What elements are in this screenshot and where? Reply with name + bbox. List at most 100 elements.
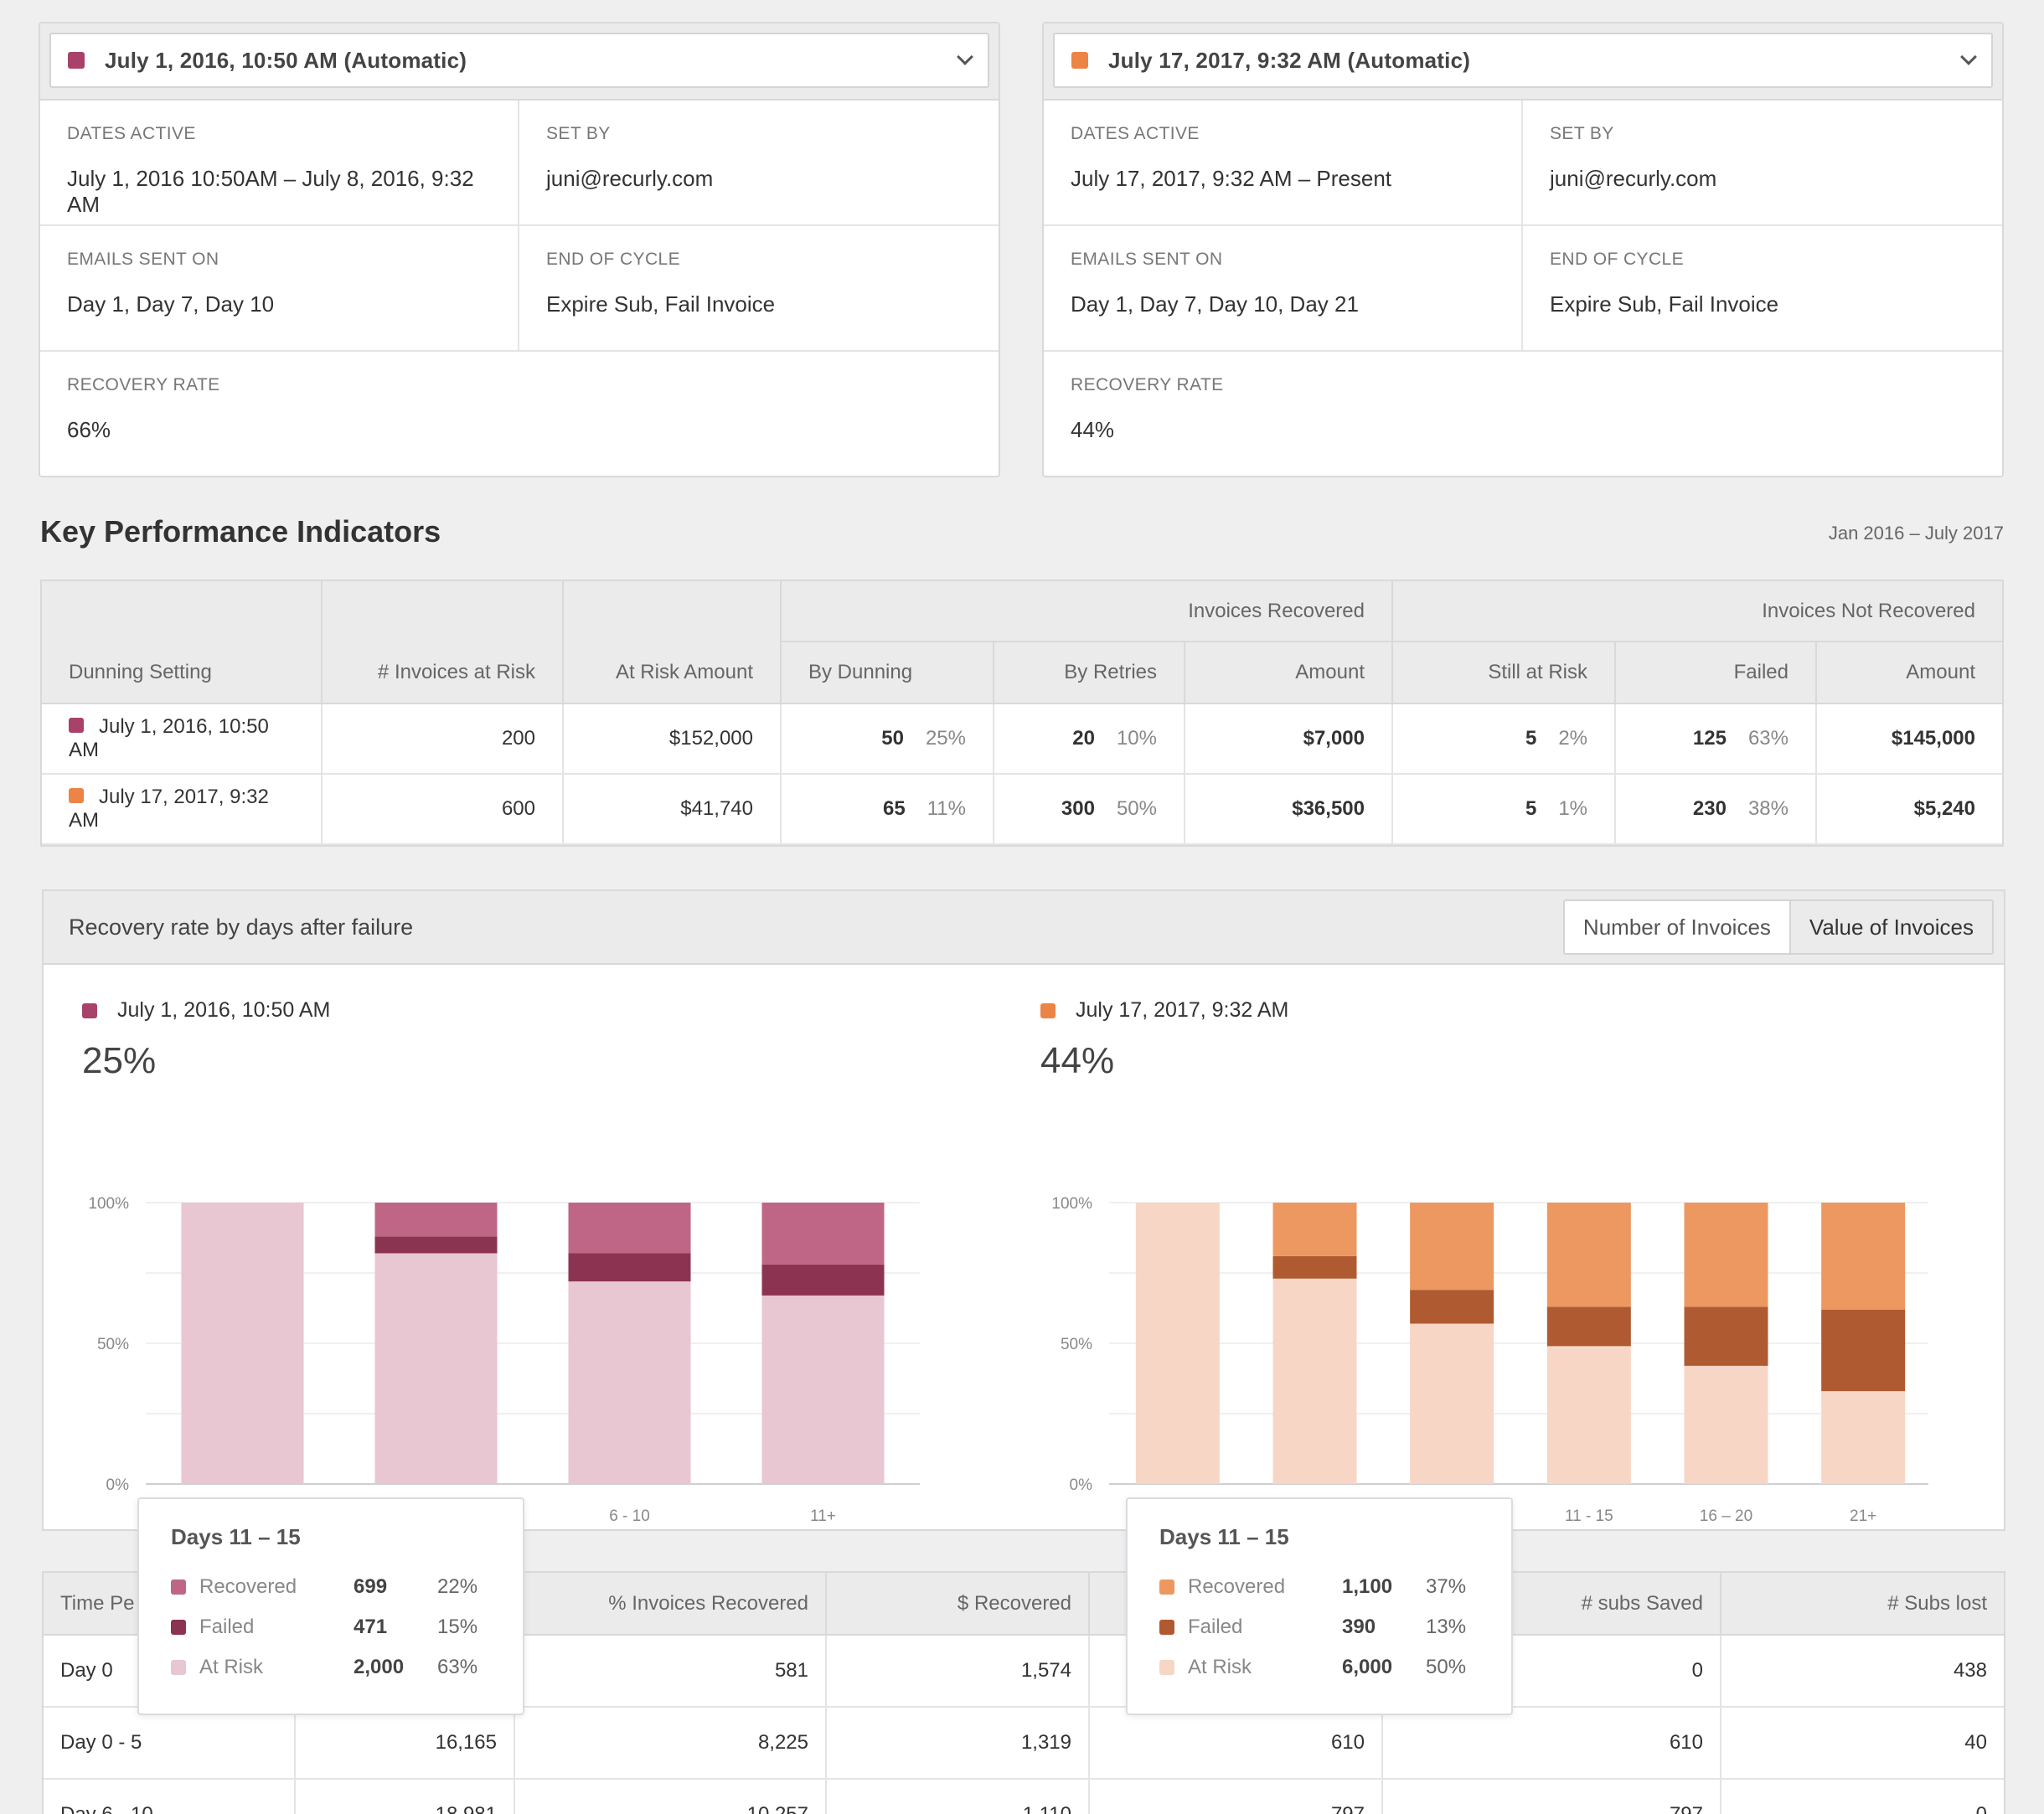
col-failed[interactable]: Failed xyxy=(1614,642,1817,704)
col-dunning-setting[interactable]: Dunning Setting xyxy=(42,581,323,704)
row-name: July 1, 2016, 10:50 AM xyxy=(69,715,269,761)
cell: 797 xyxy=(1381,1778,1721,1814)
by-dunning-pct: 25% xyxy=(925,727,966,750)
bar-segment-failed[interactable] xyxy=(761,1264,885,1296)
bar-segment-recovered[interactable] xyxy=(1684,1203,1768,1307)
bar-segment-at-risk[interactable] xyxy=(568,1281,691,1484)
col-at-risk-amount[interactable]: At Risk Amount xyxy=(562,581,782,704)
table-row[interactable]: July 1, 2016, 10:50 AM 200 $152,000 50 25… xyxy=(42,703,2002,775)
table-row[interactable]: July 17, 2017, 9:32 AM 600 $41,740 65 11%… xyxy=(42,773,2002,845)
col-dollar-recovered[interactable]: $ Recovered xyxy=(825,1573,1090,1636)
bar-segment-at-risk[interactable] xyxy=(1546,1346,1631,1484)
col-subs-lost[interactable]: # Subs lost xyxy=(1720,1573,2004,1636)
chevron-down-icon[interactable] xyxy=(957,49,973,65)
setting-1-title: July 1, 2016, 10:50 AM (Automatic) xyxy=(105,47,467,73)
bar-segment-recovered[interactable] xyxy=(374,1203,498,1237)
tooltip-count: 6,000 xyxy=(1342,1656,1393,1678)
toggle-value-of-invoices[interactable]: Value of Invoices xyxy=(1788,901,1992,953)
bar-segment-failed[interactable] xyxy=(1821,1309,1906,1392)
bar-segment-at-risk[interactable] xyxy=(1135,1203,1220,1484)
failed-count: 230 xyxy=(1692,797,1727,820)
tooltip-row-failed: Failed 471 15% xyxy=(171,1607,491,1647)
setting-1-swatch xyxy=(82,1002,97,1018)
by-dunning-count: 50 xyxy=(881,727,904,750)
y-tick-label: 100% xyxy=(88,1195,129,1213)
bar-segment-at-risk[interactable] xyxy=(761,1295,885,1484)
cell: 610 xyxy=(1381,1706,1721,1780)
tooltip-pct: 50% xyxy=(1426,1656,1467,1678)
row-name: July 17, 2017, 9:32 AM xyxy=(69,786,269,832)
col-not-recovered-amount[interactable]: Amount xyxy=(1815,642,2002,704)
kpi-date-range: Jan 2016 – July 2017 xyxy=(1828,523,2004,544)
by-dunning-pct: 11% xyxy=(927,797,966,820)
set-by-cell: SET BY juni@recurly.com xyxy=(519,100,999,226)
toggle-number-of-invoices[interactable]: Number of Invoices xyxy=(1564,901,1789,953)
bar-segment-failed[interactable] xyxy=(1410,1290,1494,1324)
bar-segment-at-risk[interactable] xyxy=(181,1203,304,1484)
by-dunning-count: 65 xyxy=(883,797,906,820)
chevron-down-icon[interactable] xyxy=(1960,49,1977,65)
bar-segment-at-risk[interactable] xyxy=(374,1253,498,1484)
set-by-cell: SET BY juni@recurly.com xyxy=(1523,100,2002,226)
setting-select-1[interactable]: July 1, 2016, 10:50 AM (Automatic) xyxy=(49,33,989,88)
col-pct-invoices-recovered[interactable]: % Invoices Recovered xyxy=(514,1573,827,1636)
col-still-at-risk[interactable]: Still at Risk xyxy=(1391,642,1616,704)
table-row[interactable]: Day 0 - 5 16,165 8,225 1,319 610 610 40 xyxy=(44,1706,2004,1780)
chart-2-title: July 17, 2017, 9:32 AM xyxy=(1076,998,1289,1022)
recovery-rate-cell: RECOVERY RATE 44% xyxy=(1044,352,2002,476)
bar-segment-recovered[interactable] xyxy=(761,1203,885,1265)
bar-segment-failed[interactable] xyxy=(1272,1255,1357,1279)
tooltip-label: At Risk xyxy=(1188,1656,1252,1678)
bar-segment-recovered[interactable] xyxy=(1410,1203,1494,1291)
failed-count: 125 xyxy=(1692,727,1727,750)
tooltip-row-recovered: Recovered 1,100 37% xyxy=(1159,1567,1479,1607)
by-retries-count: 20 xyxy=(1072,727,1095,750)
recovered-amount: $36,500 xyxy=(1292,797,1365,820)
tooltip-count: 699 xyxy=(354,1575,388,1598)
tooltip-label: Recovered xyxy=(199,1575,297,1598)
bar-segment-at-risk[interactable] xyxy=(1821,1391,1906,1484)
field-value: 44% xyxy=(1071,417,1115,442)
field-label: SET BY xyxy=(1550,124,1614,143)
tooltip-count: 471 xyxy=(354,1616,388,1638)
col-recovered-amount[interactable]: Amount xyxy=(1184,642,1393,704)
bar-segment-recovered[interactable] xyxy=(1821,1203,1906,1310)
field-value: July 1, 2016 10:50AM – July 8, 2016, 9:3… xyxy=(67,166,474,217)
bar-segment-recovered[interactable] xyxy=(568,1203,691,1254)
cell: Day 0 - 5 xyxy=(44,1706,296,1780)
tooltip-title: Days 11 – 15 xyxy=(171,1524,301,1549)
tooltip-pct: 22% xyxy=(437,1575,478,1598)
bar-segment-failed[interactable] xyxy=(374,1236,498,1254)
field-value: juni@recurly.com xyxy=(546,166,714,191)
col-by-dunning[interactable]: By Dunning xyxy=(781,642,994,704)
dates-active-cell: DATES ACTIVE July 1, 2016 10:50AM – July … xyxy=(40,100,519,226)
recovered-swatch xyxy=(1159,1580,1174,1595)
cell: 1,319 xyxy=(825,1706,1090,1780)
bar-segment-failed[interactable] xyxy=(568,1253,691,1282)
tooltip-pct: 15% xyxy=(437,1616,478,1638)
failed-swatch xyxy=(171,1620,186,1635)
tooltip-count: 2,000 xyxy=(354,1656,405,1678)
table-row[interactable]: Day 0 581 1,574 0 438 xyxy=(44,1634,2004,1708)
table-row[interactable]: Day 6 - 1018,98110,2571,1107977970 xyxy=(44,1778,2004,1814)
bar-segment-recovered[interactable] xyxy=(1546,1203,1631,1307)
x-tick-label: 21+ xyxy=(1850,1507,1876,1521)
bar-segment-at-risk[interactable] xyxy=(1684,1365,1768,1484)
bar-segment-failed[interactable] xyxy=(1546,1306,1631,1347)
chart-1-legend: July 1, 2016, 10:50 AM xyxy=(82,998,330,1023)
bar-segment-at-risk[interactable] xyxy=(1410,1323,1494,1484)
col-invoices-at-risk[interactable]: # Invoices at Risk xyxy=(321,581,564,704)
x-tick-label: 11 - 15 xyxy=(1565,1507,1613,1521)
bar-segment-at-risk[interactable] xyxy=(1272,1278,1357,1484)
at-risk-count: 600 xyxy=(321,773,564,845)
bar-segment-failed[interactable] xyxy=(1684,1306,1768,1366)
still-at-risk-pct: 2% xyxy=(1558,727,1587,750)
bar-segment-recovered[interactable] xyxy=(1272,1203,1357,1256)
field-value: July 17, 2017, 9:32 AM – Present xyxy=(1071,166,1392,191)
col-by-retries[interactable]: By Retries xyxy=(993,642,1185,704)
setting-select-2[interactable]: July 17, 2017, 9:32 AM (Automatic) xyxy=(1053,33,1993,88)
field-label: DATES ACTIVE xyxy=(67,124,196,143)
field-label: DATES ACTIVE xyxy=(1071,124,1200,143)
tooltip-pct: 13% xyxy=(1426,1616,1467,1638)
